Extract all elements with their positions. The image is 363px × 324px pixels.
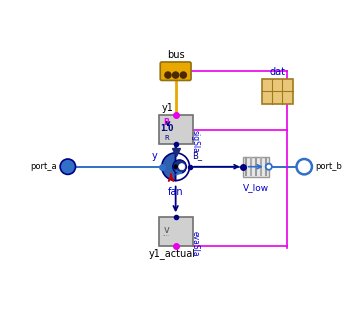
Text: V_̲low: V_̲low xyxy=(242,183,269,192)
Circle shape xyxy=(180,72,187,78)
Circle shape xyxy=(172,72,179,78)
Text: B_: B_ xyxy=(193,151,203,160)
Text: B: B xyxy=(163,118,169,127)
Circle shape xyxy=(60,159,76,174)
Text: bus: bus xyxy=(167,51,184,61)
Text: y1: y1 xyxy=(162,103,174,113)
Text: ....: .... xyxy=(163,232,170,237)
FancyBboxPatch shape xyxy=(262,79,293,104)
Circle shape xyxy=(297,159,312,174)
Text: port_b: port_b xyxy=(315,162,342,171)
Text: sigSla: sigSla xyxy=(190,130,199,153)
Text: v: v xyxy=(163,225,169,235)
Circle shape xyxy=(179,164,185,170)
Text: 1.0: 1.0 xyxy=(160,124,173,133)
Text: y: y xyxy=(151,151,157,161)
FancyBboxPatch shape xyxy=(159,115,193,145)
FancyBboxPatch shape xyxy=(160,62,191,80)
Circle shape xyxy=(165,72,171,78)
FancyBboxPatch shape xyxy=(159,217,193,246)
Text: y1_actual: y1_actual xyxy=(148,248,195,259)
Text: fan: fan xyxy=(168,187,183,197)
Text: R: R xyxy=(164,135,169,141)
Text: dat: dat xyxy=(269,67,285,76)
Text: port_a: port_a xyxy=(30,162,57,171)
Text: evaSla: evaSla xyxy=(190,231,199,257)
Wedge shape xyxy=(162,153,176,180)
Circle shape xyxy=(172,160,187,174)
Circle shape xyxy=(266,164,272,170)
Wedge shape xyxy=(176,153,189,180)
FancyBboxPatch shape xyxy=(242,157,269,177)
Circle shape xyxy=(174,164,178,169)
